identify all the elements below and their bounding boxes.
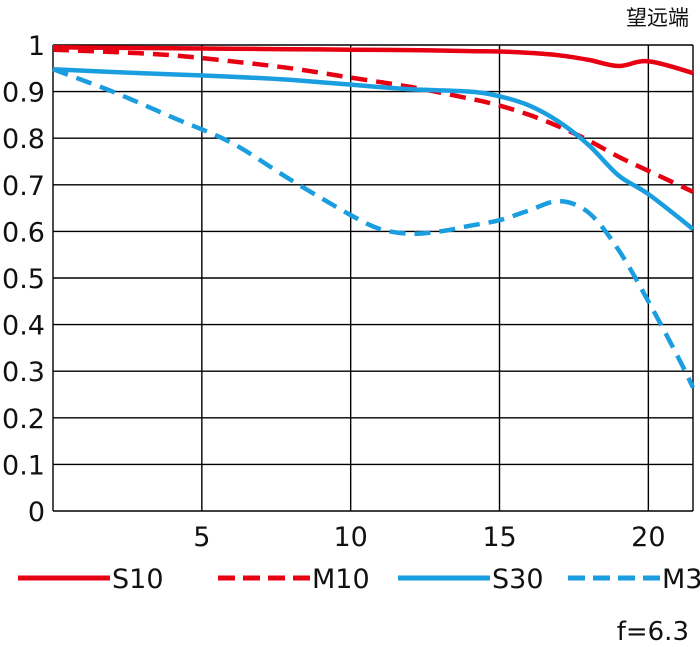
y-tick-label-3: 0.3 [2,357,45,388]
x-tick-label-3: 20 [631,522,665,553]
legend: S10 M10 S30 M30 [18,564,700,595]
y-tick-label-1: 0.1 [2,450,45,481]
y-tick-label-0: 0 [28,497,45,528]
title-note: 望远端 [626,6,689,30]
grid [52,44,694,512]
y-tick-label-6: 0.6 [2,217,45,248]
legend-label-m10: M10 [312,564,370,595]
y-tick-label-4: 0.4 [2,311,45,342]
legend-label-s30: S30 [492,564,544,595]
y-tick-label-10: 1 [28,31,45,62]
legend-label-s10: S10 [112,564,164,595]
legend-label-m30: M30 [662,564,700,595]
y-tick-label-9: 0.9 [2,78,45,109]
series-line-m30 [52,67,696,389]
series-group [52,45,696,389]
series-line-s30 [52,66,695,231]
y-tick-label-2: 0.2 [2,404,45,435]
x-tick-label-1: 10 [333,522,367,553]
y-tick-label-5: 0.5 [2,264,45,295]
series-line-s10 [52,45,694,76]
y-tick-labels: 0 0.1 0.2 0.3 0.4 0.5 0.6 0.7 0.8 0.9 1 [2,31,45,528]
y-tick-label-7: 0.7 [2,171,45,202]
x-tick-label-2: 15 [482,522,516,553]
y-tick-label-8: 0.8 [2,124,45,155]
aperture-note: f=6.3 [617,617,689,647]
x-tick-labels: 5 10 15 20 [193,522,665,553]
series-line-m10 [52,47,694,194]
x-tick-label-0: 5 [193,522,210,553]
